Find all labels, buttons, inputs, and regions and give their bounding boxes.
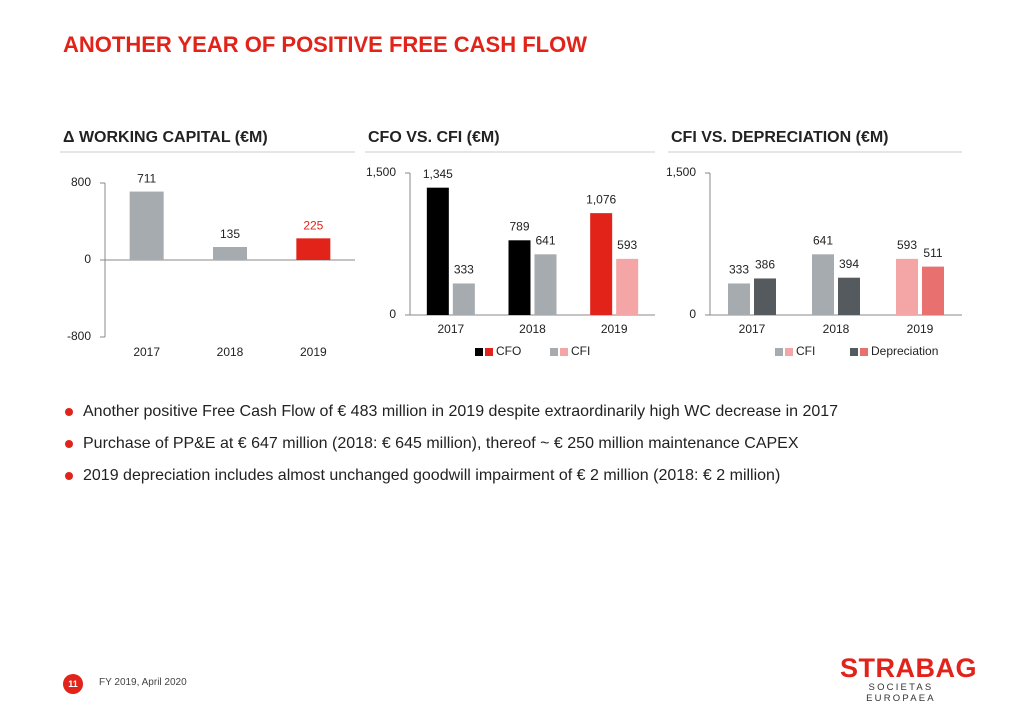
bar <box>812 254 834 315</box>
legend-swatch <box>860 348 868 356</box>
value-label: 789 <box>509 219 529 233</box>
logo-subtitle: SOCIETAS EUROPAEA <box>866 682 936 704</box>
x-tick-label: 2019 <box>601 322 628 336</box>
value-label: 135 <box>220 227 240 241</box>
x-tick-label: 2019 <box>907 322 934 336</box>
value-label: 711 <box>137 172 156 186</box>
x-tick-label: 2017 <box>133 345 160 359</box>
bullet-list: Another positive Free Cash Flow of € 483… <box>63 400 943 496</box>
value-label: 333 <box>454 263 474 277</box>
legend-swatch <box>485 348 493 356</box>
y-tick-label: 0 <box>689 307 696 321</box>
bar <box>452 283 475 315</box>
slide-title: ANOTHER YEAR OF POSITIVE FREE CASH FLOW <box>63 32 587 57</box>
bar <box>296 238 331 260</box>
bar <box>754 278 776 315</box>
value-label: 333 <box>729 263 749 277</box>
legend-swatch <box>550 348 558 356</box>
bar <box>896 258 918 315</box>
x-tick-label: 2018 <box>823 322 850 336</box>
chart-title: Δ WORKING CAPITAL (€M) <box>63 129 268 146</box>
y-tick-label: 0 <box>84 252 91 266</box>
legend-label: CFI <box>571 344 590 358</box>
x-tick-label: 2017 <box>739 322 766 336</box>
bullet: Purchase of PP&E at € 647 million (2018:… <box>63 432 943 455</box>
legend-swatch <box>560 348 568 356</box>
legend-swatch <box>785 348 793 356</box>
x-tick-label: 2018 <box>217 345 244 359</box>
chart-title: CFO VS. CFI (€M) <box>368 129 500 146</box>
legend-label: CFO <box>496 344 521 358</box>
legend-swatch <box>850 348 858 356</box>
y-tick-label: 1,500 <box>666 165 696 179</box>
value-label: 1,076 <box>586 192 616 206</box>
value-label: 593 <box>617 238 637 252</box>
bar <box>534 254 557 315</box>
bullet: 2019 depreciation includes almost unchan… <box>63 464 943 487</box>
bar <box>426 187 449 315</box>
bar <box>728 283 750 315</box>
value-label: 225 <box>303 219 323 233</box>
y-tick-label: -800 <box>67 329 91 343</box>
footer-text: FY 2019, April 2020 <box>99 677 187 688</box>
value-label: 641 <box>813 233 833 247</box>
logo: STRABAG SOCIETAS EUROPAEA <box>840 653 977 704</box>
legend-swatch <box>475 348 483 356</box>
charts: Δ WORKING CAPITAL (€M) -800 0 800 2017 2018 20… <box>60 129 962 359</box>
x-tick-label: 2018 <box>519 322 546 336</box>
y-tick-label: 800 <box>71 175 91 189</box>
bar <box>590 213 613 315</box>
chart-title: CFI VS. DEPRECIATION (€M) <box>671 129 889 146</box>
value-label: 641 <box>535 233 555 247</box>
value-label: 1,345 <box>423 167 453 181</box>
value-label: 394 <box>839 257 859 271</box>
legend-label: CFI <box>796 344 815 358</box>
bullet: Another positive Free Cash Flow of € 483… <box>63 400 943 423</box>
page-number: 11 <box>63 674 83 694</box>
bar <box>616 258 639 315</box>
x-tick-label: 2019 <box>300 345 327 359</box>
bar <box>213 247 247 260</box>
y-tick-label: 1,500 <box>366 165 396 179</box>
value-label: 511 <box>923 246 942 260</box>
value-label: 593 <box>897 238 917 252</box>
legend-swatch <box>775 348 783 356</box>
value-label: 386 <box>755 258 775 272</box>
logo-brand: STRABAG <box>840 653 977 683</box>
y-tick-label: 0 <box>389 307 396 321</box>
x-tick-label: 2017 <box>437 322 464 336</box>
bar <box>838 277 860 315</box>
bar <box>129 191 164 260</box>
legend-label: Depreciation <box>871 344 938 358</box>
bar <box>922 266 944 315</box>
bar <box>508 240 531 315</box>
